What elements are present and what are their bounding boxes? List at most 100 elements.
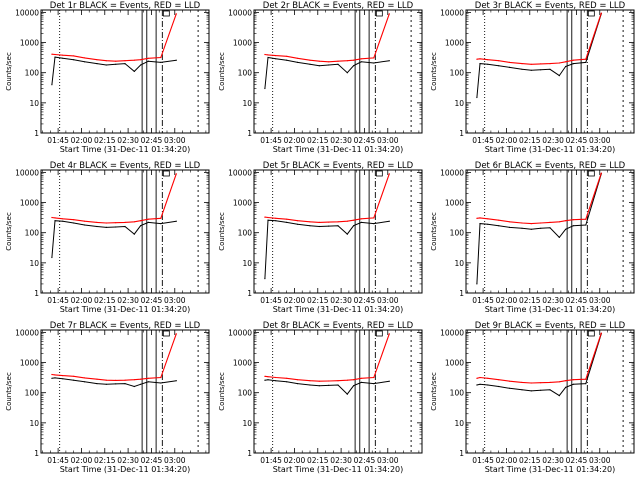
y-tick-label: 10 (29, 259, 39, 268)
events-point (565, 386, 567, 388)
x-tick-label: 02:00 (284, 456, 306, 465)
saturation-box-marker (162, 170, 170, 177)
events-point (476, 96, 478, 99)
lld-point (275, 376, 277, 379)
lld-point (521, 63, 523, 65)
lld-point (267, 376, 269, 378)
lld-point (264, 216, 266, 218)
events-point (275, 220, 277, 222)
lld-point (275, 55, 277, 57)
lld-point (585, 218, 587, 220)
lld-point (297, 220, 299, 222)
y-tick-label: 1000 (233, 199, 252, 208)
lld-point (530, 223, 532, 225)
events-point (133, 70, 135, 72)
x-tick-label: 02:30 (542, 296, 564, 305)
lld-point (309, 59, 311, 61)
lld-series-line (476, 172, 602, 225)
events-point (558, 75, 560, 77)
lld-series-line (51, 13, 177, 62)
events-point (264, 87, 266, 90)
lld-point (62, 218, 64, 220)
plot-area (476, 10, 624, 133)
lld-point (558, 381, 560, 383)
axes-frame (253, 329, 423, 454)
y-tick-label: 10000 (15, 328, 39, 337)
lld-point (540, 63, 542, 65)
lld-point (328, 221, 330, 223)
x-tick-label: 02:00 (71, 296, 93, 305)
events-point (572, 63, 574, 65)
events-point (51, 84, 53, 86)
events-point (160, 382, 162, 384)
lld-point (487, 377, 489, 379)
saturation-box-marker (587, 330, 595, 337)
x-tick-label: 03:00 (589, 296, 611, 305)
lld-point (479, 376, 481, 379)
plot-area (264, 330, 412, 453)
panel-title: Det 3r BLACK = Events, RED = LLD (475, 1, 626, 11)
events-point (558, 395, 560, 397)
lld-series-line (264, 173, 390, 223)
events-point (124, 383, 126, 385)
events-point (530, 228, 532, 230)
plot-area (476, 170, 624, 293)
lld-point (530, 382, 532, 384)
y-tick-label: 1 (34, 449, 39, 458)
y-tick-label: 10000 (440, 328, 464, 337)
lld-point (558, 62, 560, 64)
x-tick-label: 02:15 (519, 296, 541, 305)
axes-frame (253, 9, 423, 134)
lld-point (124, 60, 126, 62)
events-series-line (264, 56, 390, 89)
lld-point (521, 381, 523, 383)
plot-area (264, 170, 412, 293)
x-axis-label: Start Time (31-Dec-11 01:34:20) (60, 305, 191, 314)
plot-area (51, 330, 199, 453)
events-point (62, 57, 64, 59)
y-tick-label: 100 (238, 229, 253, 238)
events-point (585, 383, 587, 385)
events-point (540, 69, 542, 71)
events-series-line (264, 379, 390, 395)
lld-point (297, 379, 299, 381)
events-point (353, 65, 355, 67)
lld-point (346, 220, 348, 222)
plot-area (51, 170, 199, 293)
events-point (346, 233, 348, 235)
lld-point (105, 222, 107, 224)
events-point (521, 227, 523, 229)
lld-point (175, 173, 177, 175)
y-tick-label: 10000 (440, 8, 464, 17)
panel-title: Det 7r BLACK = Events, RED = LLD (50, 321, 201, 331)
lld-series-line (264, 13, 390, 63)
lld-point (565, 61, 567, 63)
x-tick-label: 03:00 (589, 136, 611, 145)
lld-point (498, 60, 500, 62)
y-tick-label: 1 (247, 449, 252, 458)
events-point (479, 223, 481, 225)
lld-point (549, 221, 551, 223)
panel-5: Det 5r BLACK = Events, RED = LLD 1 10 100 10… (218, 161, 423, 314)
lld-point (585, 58, 587, 60)
events-point (558, 236, 560, 238)
y-tick-label: 1000 (445, 39, 464, 48)
lld-point (105, 379, 107, 381)
x-tick-label: 02:45 (141, 296, 163, 305)
panel-7: Det 7r BLACK = Events, RED = LLD 1 10 100 10… (5, 321, 210, 474)
y-tick-label: 100 (25, 69, 40, 78)
events-point (84, 381, 86, 383)
lld-point (175, 13, 177, 15)
lld-point (337, 221, 339, 223)
lld-point (264, 53, 266, 56)
events-point (360, 61, 362, 63)
events-point (147, 60, 149, 62)
x-tick-label: 02:30 (542, 456, 564, 465)
lld-point (175, 333, 177, 335)
lld-point (388, 333, 390, 335)
events-point (360, 221, 362, 223)
events-point (353, 225, 355, 227)
x-tick-label: 02:30 (117, 456, 139, 465)
lld-series-line (51, 173, 177, 224)
lld-point (346, 379, 348, 381)
